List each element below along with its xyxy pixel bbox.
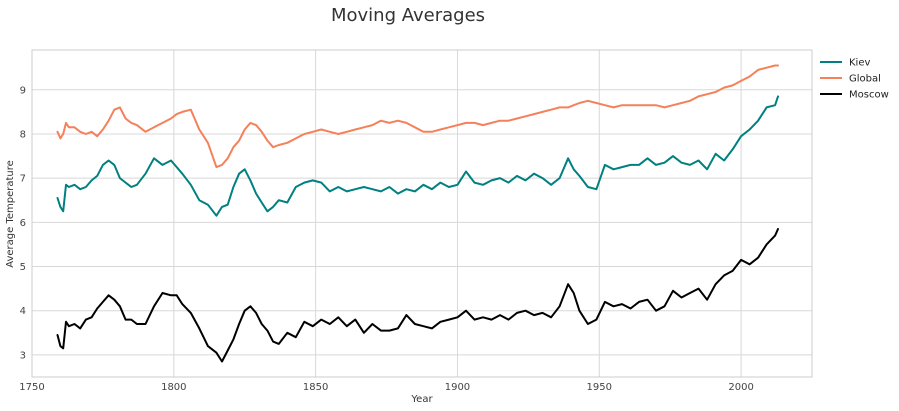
y-axis-label: Average Temperature [5, 160, 16, 268]
legend: Kiev Global Moscow [820, 58, 889, 101]
x-tick-label: 1950 [587, 382, 612, 393]
y-tick-label: 6 [20, 218, 26, 229]
x-tick-labels: 1750 1800 1850 1900 1950 2000 [19, 382, 754, 393]
y-tick-label: 9 [20, 85, 26, 96]
y-tick-label: 3 [20, 350, 26, 361]
y-tick-labels: 3 4 5 6 7 8 9 [20, 85, 26, 361]
y-tick-label: 7 [20, 174, 26, 185]
series-line-kiev [56, 95, 779, 217]
legend-label-kiev: Kiev [849, 58, 870, 69]
grid [31, 50, 812, 377]
plot-frame [31, 49, 813, 378]
y-tick-label: 4 [20, 306, 26, 317]
x-tick-label: 1800 [161, 382, 186, 393]
x-tick-label: 1900 [445, 382, 470, 393]
y-tick-label: 5 [20, 262, 26, 273]
series-lines [56, 64, 779, 363]
x-axis-label: Year [410, 394, 433, 405]
series-line-global [56, 64, 779, 169]
legend-label-global: Global [849, 74, 881, 85]
x-tick-label: 2000 [728, 382, 753, 393]
series-line-moscow [56, 228, 779, 363]
x-tick-label: 1850 [303, 382, 328, 393]
chart-title: Moving Averages [331, 5, 485, 26]
x-tick-label: 1750 [19, 382, 44, 393]
legend-label-moscow: Moscow [849, 90, 889, 101]
y-tick-label: 8 [20, 129, 26, 140]
